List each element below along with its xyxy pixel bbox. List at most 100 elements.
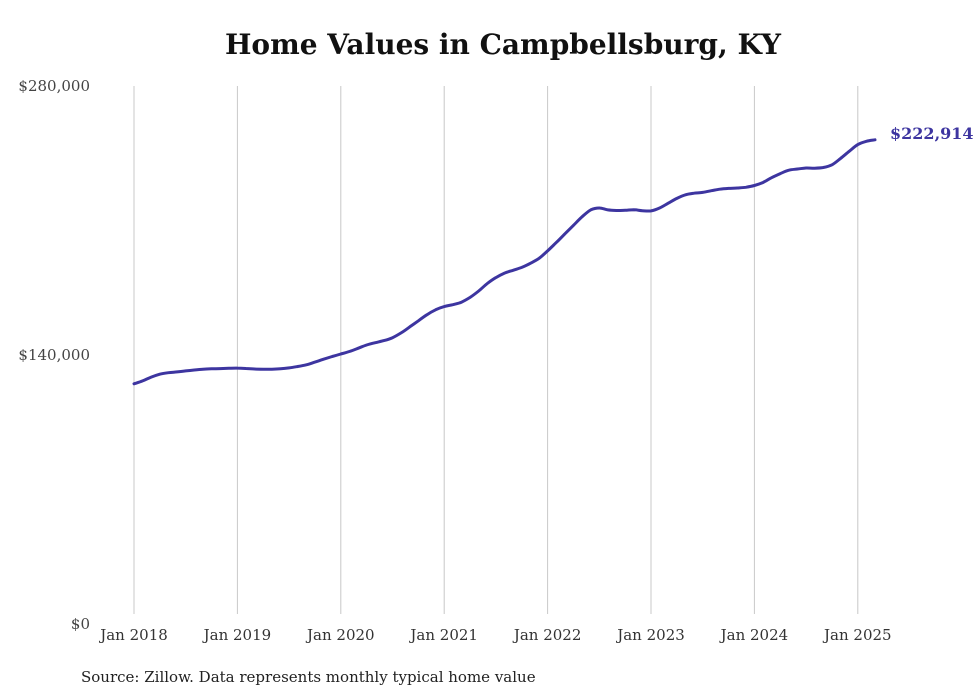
data-point (400, 332, 402, 334)
data-point (297, 365, 299, 367)
data-point (814, 167, 816, 169)
data-point (529, 262, 531, 264)
data-point (865, 140, 867, 142)
end-value-label: $222,914 (890, 124, 974, 143)
data-point (555, 241, 557, 243)
data-point (176, 371, 178, 373)
data-point (417, 320, 419, 322)
data-point (391, 337, 393, 339)
data-point (702, 191, 704, 193)
data-point (383, 339, 385, 341)
data-point (185, 370, 187, 372)
data-point (340, 353, 342, 355)
data-point (495, 276, 497, 278)
data-point (719, 188, 721, 190)
data-point (460, 301, 462, 303)
y-tick-label: $280,000 (18, 77, 90, 95)
data-point (564, 233, 566, 235)
data-point (676, 197, 678, 199)
data-point (279, 368, 281, 370)
x-tick-label: Jan 2025 (822, 626, 892, 644)
data-point (245, 367, 247, 369)
data-point (796, 168, 798, 170)
data-point (357, 347, 359, 349)
data-point (633, 209, 635, 211)
data-point (426, 314, 428, 316)
x-tick-label: Jan 2019 (202, 626, 272, 644)
data-point (641, 210, 643, 212)
data-point (831, 164, 833, 166)
data-point (253, 368, 255, 370)
data-point (848, 150, 850, 152)
data-point (452, 304, 454, 306)
y-tick-label: $0 (71, 615, 90, 633)
x-tick-label: Jan 2022 (512, 626, 582, 644)
data-point (745, 186, 747, 188)
data-point (572, 224, 574, 226)
x-tick-label: Jan 2020 (305, 626, 375, 644)
data-point (159, 373, 161, 375)
series-layer: $222,914 (132, 124, 974, 386)
data-point (650, 210, 652, 212)
data-point (607, 209, 609, 211)
data-point (590, 209, 592, 211)
data-point (314, 361, 316, 363)
data-point (770, 177, 772, 179)
data-point (443, 305, 445, 307)
x-tick-label: Jan 2024 (719, 626, 789, 644)
data-point (228, 367, 230, 369)
data-point (478, 290, 480, 292)
data-point (710, 190, 712, 192)
gridlines (133, 86, 859, 614)
data-point (874, 139, 876, 141)
series-line (132, 138, 877, 386)
data-point (374, 342, 376, 344)
data-point (512, 269, 514, 271)
x-tick-label: Jan 2021 (408, 626, 478, 644)
data-point (658, 207, 660, 209)
data-point (141, 380, 143, 382)
data-point (684, 194, 686, 196)
source-note: Source: Zillow. Data represents monthly … (81, 668, 536, 686)
y-axis-ticks: $0 $140,000 $280,000 (18, 77, 90, 633)
data-point (736, 187, 738, 189)
data-point (615, 209, 617, 211)
data-point (469, 296, 471, 298)
data-point (210, 368, 212, 370)
data-point (822, 166, 824, 168)
data-point (521, 266, 523, 268)
data-point (727, 187, 729, 189)
data-point (546, 250, 548, 252)
data-point (581, 216, 583, 218)
data-point (236, 367, 238, 369)
data-point (762, 181, 764, 183)
data-point (365, 344, 367, 346)
y-tick-label: $140,000 (18, 346, 90, 364)
x-tick-label: Jan 2023 (615, 626, 685, 644)
data-point (167, 372, 169, 374)
data-point (322, 358, 324, 360)
data-point (486, 282, 488, 284)
data-point (219, 367, 221, 369)
data-point (667, 202, 669, 204)
data-point (693, 192, 695, 194)
data-point (202, 368, 204, 370)
data-point (624, 209, 626, 211)
data-point (133, 383, 135, 385)
data-point (150, 376, 152, 378)
data-point (331, 355, 333, 357)
data-point (788, 169, 790, 171)
data-point (503, 272, 505, 274)
data-point (779, 172, 781, 174)
data-point (193, 369, 195, 371)
data-point (839, 157, 841, 159)
data-point (434, 309, 436, 311)
data-point (262, 368, 264, 370)
data-point (598, 207, 600, 209)
x-tick-label: Jan 2018 (98, 626, 168, 644)
data-point (409, 326, 411, 328)
x-axis-ticks: Jan 2018 Jan 2019 Jan 2020 Jan 2021 Jan 2022… (98, 626, 891, 644)
data-point (305, 364, 307, 366)
data-point (857, 143, 859, 145)
